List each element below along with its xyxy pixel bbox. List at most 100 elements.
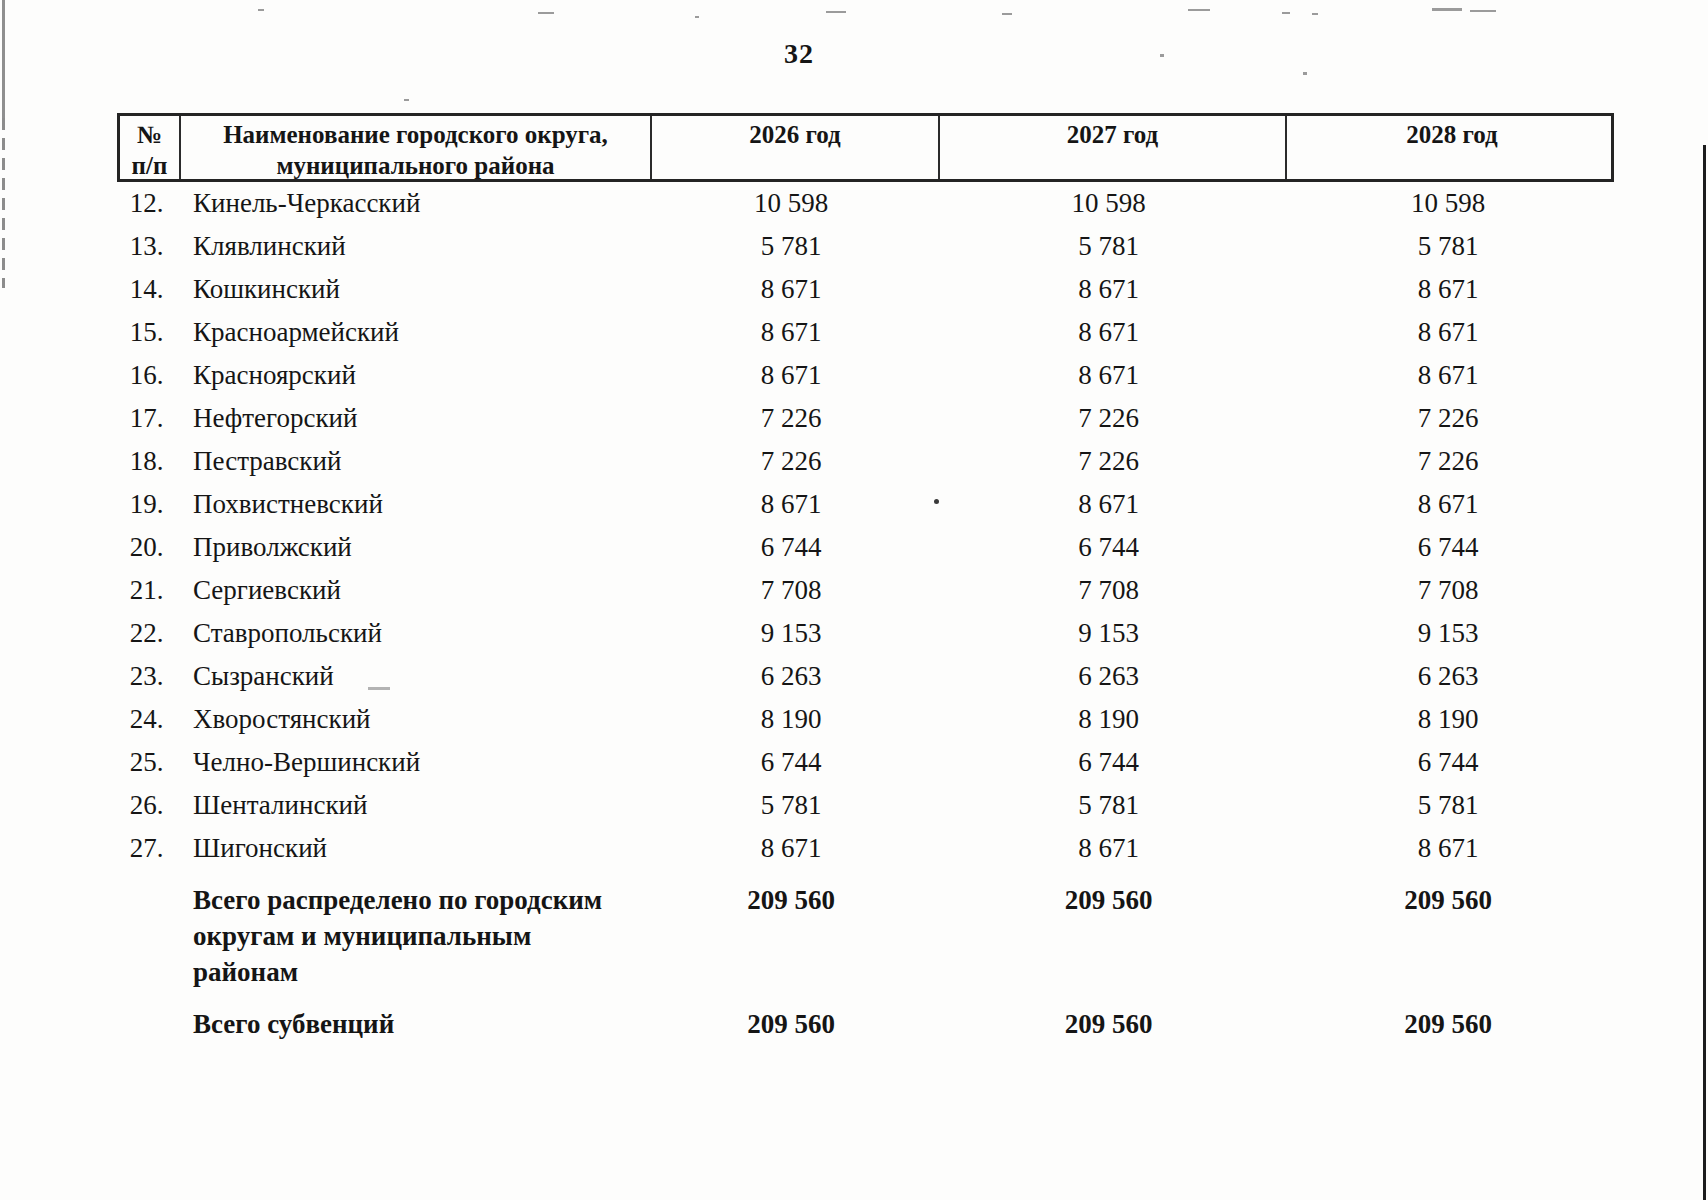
scan-speck bbox=[826, 11, 846, 13]
scan-speck bbox=[1282, 12, 1290, 14]
row-value-2028: 7 708 bbox=[1282, 569, 1614, 612]
row-value-2028: 8 671 bbox=[1282, 268, 1614, 311]
row-number: 15. bbox=[117, 311, 176, 354]
totals-row-distributed: Всего распределено по городским округам … bbox=[117, 870, 1614, 990]
row-value-2026: 8 671 bbox=[647, 311, 935, 354]
row-number: 19. bbox=[117, 483, 176, 526]
header-cell-2027: 2027 год bbox=[938, 116, 1285, 179]
row-district-name: Сызранский bbox=[176, 655, 647, 698]
table-row: 21. Сергиевский 7 708 7 708 7 708 bbox=[117, 569, 1614, 612]
table-row: 18. Пестравский 7 226 7 226 7 226 bbox=[117, 440, 1614, 483]
row-value-2026: 5 781 bbox=[647, 784, 935, 827]
row-value-2026: 8 671 bbox=[647, 827, 935, 870]
row-value-2026: 8 671 bbox=[647, 354, 935, 397]
row-district-name: Сергиевский bbox=[176, 569, 647, 612]
row-number: 21. bbox=[117, 569, 176, 612]
scan-speck bbox=[1303, 72, 1307, 75]
row-number: 25. bbox=[117, 741, 176, 784]
row-value-2028: 8 671 bbox=[1282, 827, 1614, 870]
scanned-document-page: 32 № п/п Наименование городского округа,… bbox=[0, 0, 1708, 1200]
row-district-name: Кошкинский bbox=[176, 268, 647, 311]
row-district-name: Красноармейский bbox=[176, 311, 647, 354]
row-value-2027: 6 744 bbox=[935, 741, 1282, 784]
row-district-name: Приволжский bbox=[176, 526, 647, 569]
row-district-name: Нефтегорский bbox=[176, 397, 647, 440]
table-header-row: № п/п Наименование городского округа, му… bbox=[117, 113, 1614, 182]
table-row: 24. Хворостянский 8 190 8 190 8 190 bbox=[117, 698, 1614, 741]
row-value-2026: 9 153 bbox=[647, 612, 935, 655]
row-value-2027: 7 226 bbox=[935, 440, 1282, 483]
scan-speck bbox=[1312, 13, 1318, 15]
row-value-2026: 7 708 bbox=[647, 569, 935, 612]
scan-speck bbox=[1002, 13, 1012, 15]
table-row: 22. Ставропольский 9 153 9 153 9 153 bbox=[117, 612, 1614, 655]
row-value-2027: 9 153 bbox=[935, 612, 1282, 655]
scan-speck bbox=[538, 12, 554, 14]
row-value-2026: 8 671 bbox=[647, 483, 935, 526]
row-value-2028: 6 744 bbox=[1282, 741, 1614, 784]
row-value-2027: 6 744 bbox=[935, 526, 1282, 569]
row-district-name: Красноярский bbox=[176, 354, 647, 397]
row-value-2026: 7 226 bbox=[647, 440, 935, 483]
table-row: 25. Челно-Вершинский 6 744 6 744 6 744 bbox=[117, 741, 1614, 784]
row-value-2027: 8 671 bbox=[935, 268, 1282, 311]
header-cell-2026: 2026 год bbox=[650, 116, 938, 179]
row-value-2026: 6 263 bbox=[647, 655, 935, 698]
row-number: 22. bbox=[117, 612, 176, 655]
page-number: 32 bbox=[784, 38, 814, 70]
table-row: 26. Шенталинский 5 781 5 781 5 781 bbox=[117, 784, 1614, 827]
totals-distributed-2028: 209 560 bbox=[1282, 882, 1614, 990]
row-number: 14. bbox=[117, 268, 176, 311]
row-district-name: Кинель-Черкасский bbox=[176, 182, 647, 225]
scan-speck bbox=[1188, 9, 1210, 11]
row-district-name: Клявлинский bbox=[176, 225, 647, 268]
row-number: 24. bbox=[117, 698, 176, 741]
row-value-2028: 7 226 bbox=[1282, 397, 1614, 440]
totals-distributed-2027: 209 560 bbox=[935, 882, 1282, 990]
totals-num-spacer bbox=[117, 882, 176, 990]
row-value-2027: 8 671 bbox=[935, 311, 1282, 354]
table-row: 12. Кинель-Черкасский 10 598 10 598 10 5… bbox=[117, 182, 1614, 225]
subventions-table: № п/п Наименование городского округа, му… bbox=[117, 113, 1614, 1042]
table-row: 23. Сызранский 6 263 6 263 6 263 bbox=[117, 655, 1614, 698]
row-value-2027: 10 598 bbox=[935, 182, 1282, 225]
scan-artifact-left-dashes bbox=[2, 118, 5, 288]
row-district-name: Похвистневский bbox=[176, 483, 647, 526]
row-value-2028: 9 153 bbox=[1282, 612, 1614, 655]
totals-final-2027: 209 560 bbox=[935, 1006, 1282, 1042]
row-value-2028: 8 190 bbox=[1282, 698, 1614, 741]
row-value-2028: 8 671 bbox=[1282, 354, 1614, 397]
scan-speck bbox=[1432, 8, 1462, 11]
totals-final-2026: 209 560 bbox=[647, 1006, 935, 1042]
row-number: 16. bbox=[117, 354, 176, 397]
totals-row-final: Всего субвенций 209 560 209 560 209 560 bbox=[117, 990, 1614, 1042]
row-district-name: Шенталинский bbox=[176, 784, 647, 827]
row-value-2027: 7 708 bbox=[935, 569, 1282, 612]
header-cell-name: Наименование городского округа, муниципа… bbox=[179, 116, 650, 179]
table-row: 14. Кошкинский 8 671 8 671 8 671 bbox=[117, 268, 1614, 311]
row-value-2026: 8 190 bbox=[647, 698, 935, 741]
row-value-2028: 7 226 bbox=[1282, 440, 1614, 483]
row-number: 23. bbox=[117, 655, 176, 698]
row-value-2027: 5 781 bbox=[935, 225, 1282, 268]
row-value-2028: 5 781 bbox=[1282, 784, 1614, 827]
row-number: 26. bbox=[117, 784, 176, 827]
row-value-2027: 8 671 bbox=[935, 483, 1282, 526]
totals-final-label: Всего субвенций bbox=[176, 1006, 647, 1042]
row-number: 27. bbox=[117, 827, 176, 870]
row-value-2026: 6 744 bbox=[647, 741, 935, 784]
row-value-2028: 8 671 bbox=[1282, 311, 1614, 354]
row-district-name: Пестравский bbox=[176, 440, 647, 483]
row-number: 13. bbox=[117, 225, 176, 268]
header-cell-2028: 2028 год bbox=[1285, 116, 1617, 179]
row-value-2026: 5 781 bbox=[647, 225, 935, 268]
row-value-2026: 7 226 bbox=[647, 397, 935, 440]
scan-speck bbox=[1160, 54, 1164, 57]
row-value-2026: 6 744 bbox=[647, 526, 935, 569]
scan-speck bbox=[1470, 10, 1496, 12]
row-value-2028: 8 671 bbox=[1282, 483, 1614, 526]
row-value-2027: 5 781 bbox=[935, 784, 1282, 827]
totals-distributed-2026: 209 560 bbox=[647, 882, 935, 990]
row-value-2027: 8 190 bbox=[935, 698, 1282, 741]
totals-distributed-label: Всего распределено по городским округам … bbox=[176, 882, 647, 990]
